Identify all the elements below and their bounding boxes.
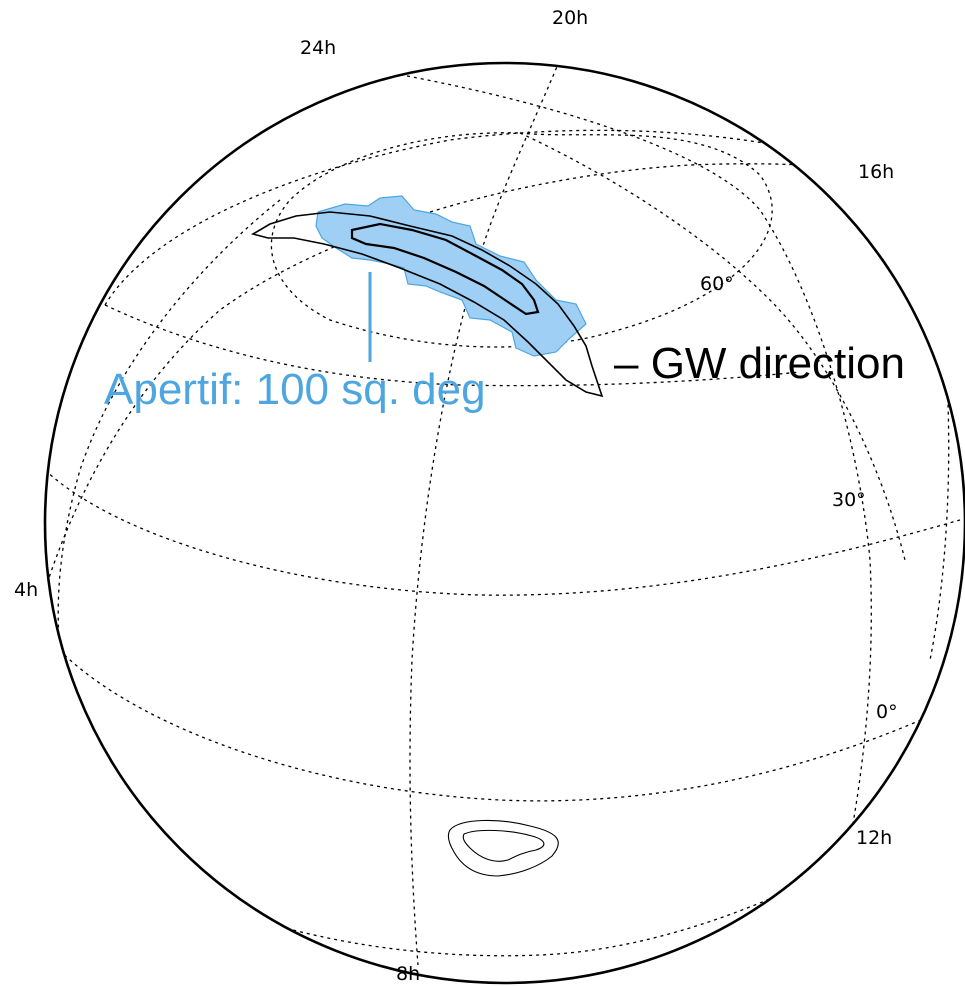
ra-meridian-pole-arc — [519, 132, 906, 561]
globe-outline — [43, 61, 965, 985]
dec-label-30: 30° — [832, 489, 866, 511]
ra-meridian-24h-12h — [344, 64, 872, 841]
dec-circle-0 — [49, 639, 965, 802]
ra-meridian-20h-8h — [409, 63, 571, 966]
graticule — [45, 63, 965, 966]
apertif-callout: Apertif: 100 sq. deg — [104, 365, 486, 414]
gw-inner-contour — [350, 222, 540, 316]
gw-outer-contour — [250, 211, 604, 398]
apertif-coverage — [315, 195, 587, 357]
ra-label-8h: 8h — [396, 963, 420, 985]
ra-label-24h: 24h — [300, 37, 336, 59]
gw-direction-callout: – GW direction — [614, 339, 905, 388]
ra-label-16h: 16h — [858, 161, 894, 183]
dec-circle-60b — [104, 304, 801, 387]
gw-contours — [250, 211, 604, 877]
gw-secondary-outer — [447, 819, 559, 877]
dec-circle-80 — [270, 132, 773, 348]
ra-label-12h: 12h — [856, 827, 892, 849]
ra-label-4h: 4h — [14, 579, 38, 601]
dec-circle-m30 — [199, 849, 871, 957]
dec-label-60: 60° — [700, 273, 734, 295]
dec-label-0: 0° — [876, 701, 898, 723]
ra-label-20h: 20h — [552, 7, 588, 29]
ra-meridian-left-arc — [57, 199, 281, 651]
dec-circle-30 — [45, 469, 961, 596]
gw-secondary-inner — [462, 829, 545, 862]
